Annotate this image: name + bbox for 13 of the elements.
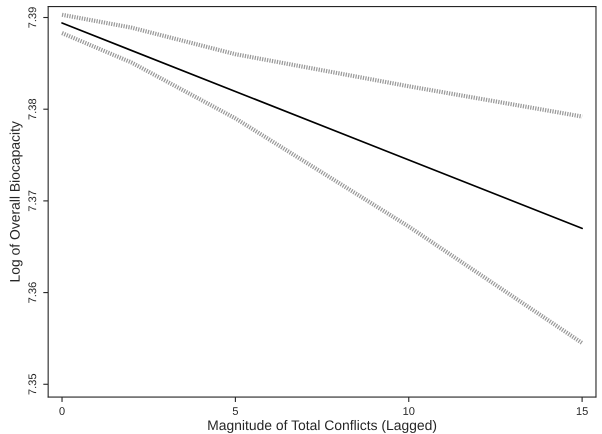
x-tick-label: 15: [576, 407, 588, 415]
line-series: [60, 12, 584, 119]
y-tick-label: 7.36: [28, 282, 36, 303]
y-tick-label: 7.38: [28, 98, 36, 120]
x-tick-label: 10: [403, 407, 414, 415]
y-tick-label: 7.35: [28, 374, 36, 395]
y-tick-label: 7.39: [28, 7, 36, 28]
x-tick-label: 0: [59, 407, 65, 415]
line-series: [60, 31, 584, 346]
x-tick-label: 5: [232, 407, 238, 415]
y-tick-label: 7.37: [28, 190, 36, 212]
y-axis-title: Log of Overall Biocapacity: [10, 121, 23, 282]
x-axis-title: Magnitude of Total Conflicts (Lagged): [208, 420, 436, 433]
